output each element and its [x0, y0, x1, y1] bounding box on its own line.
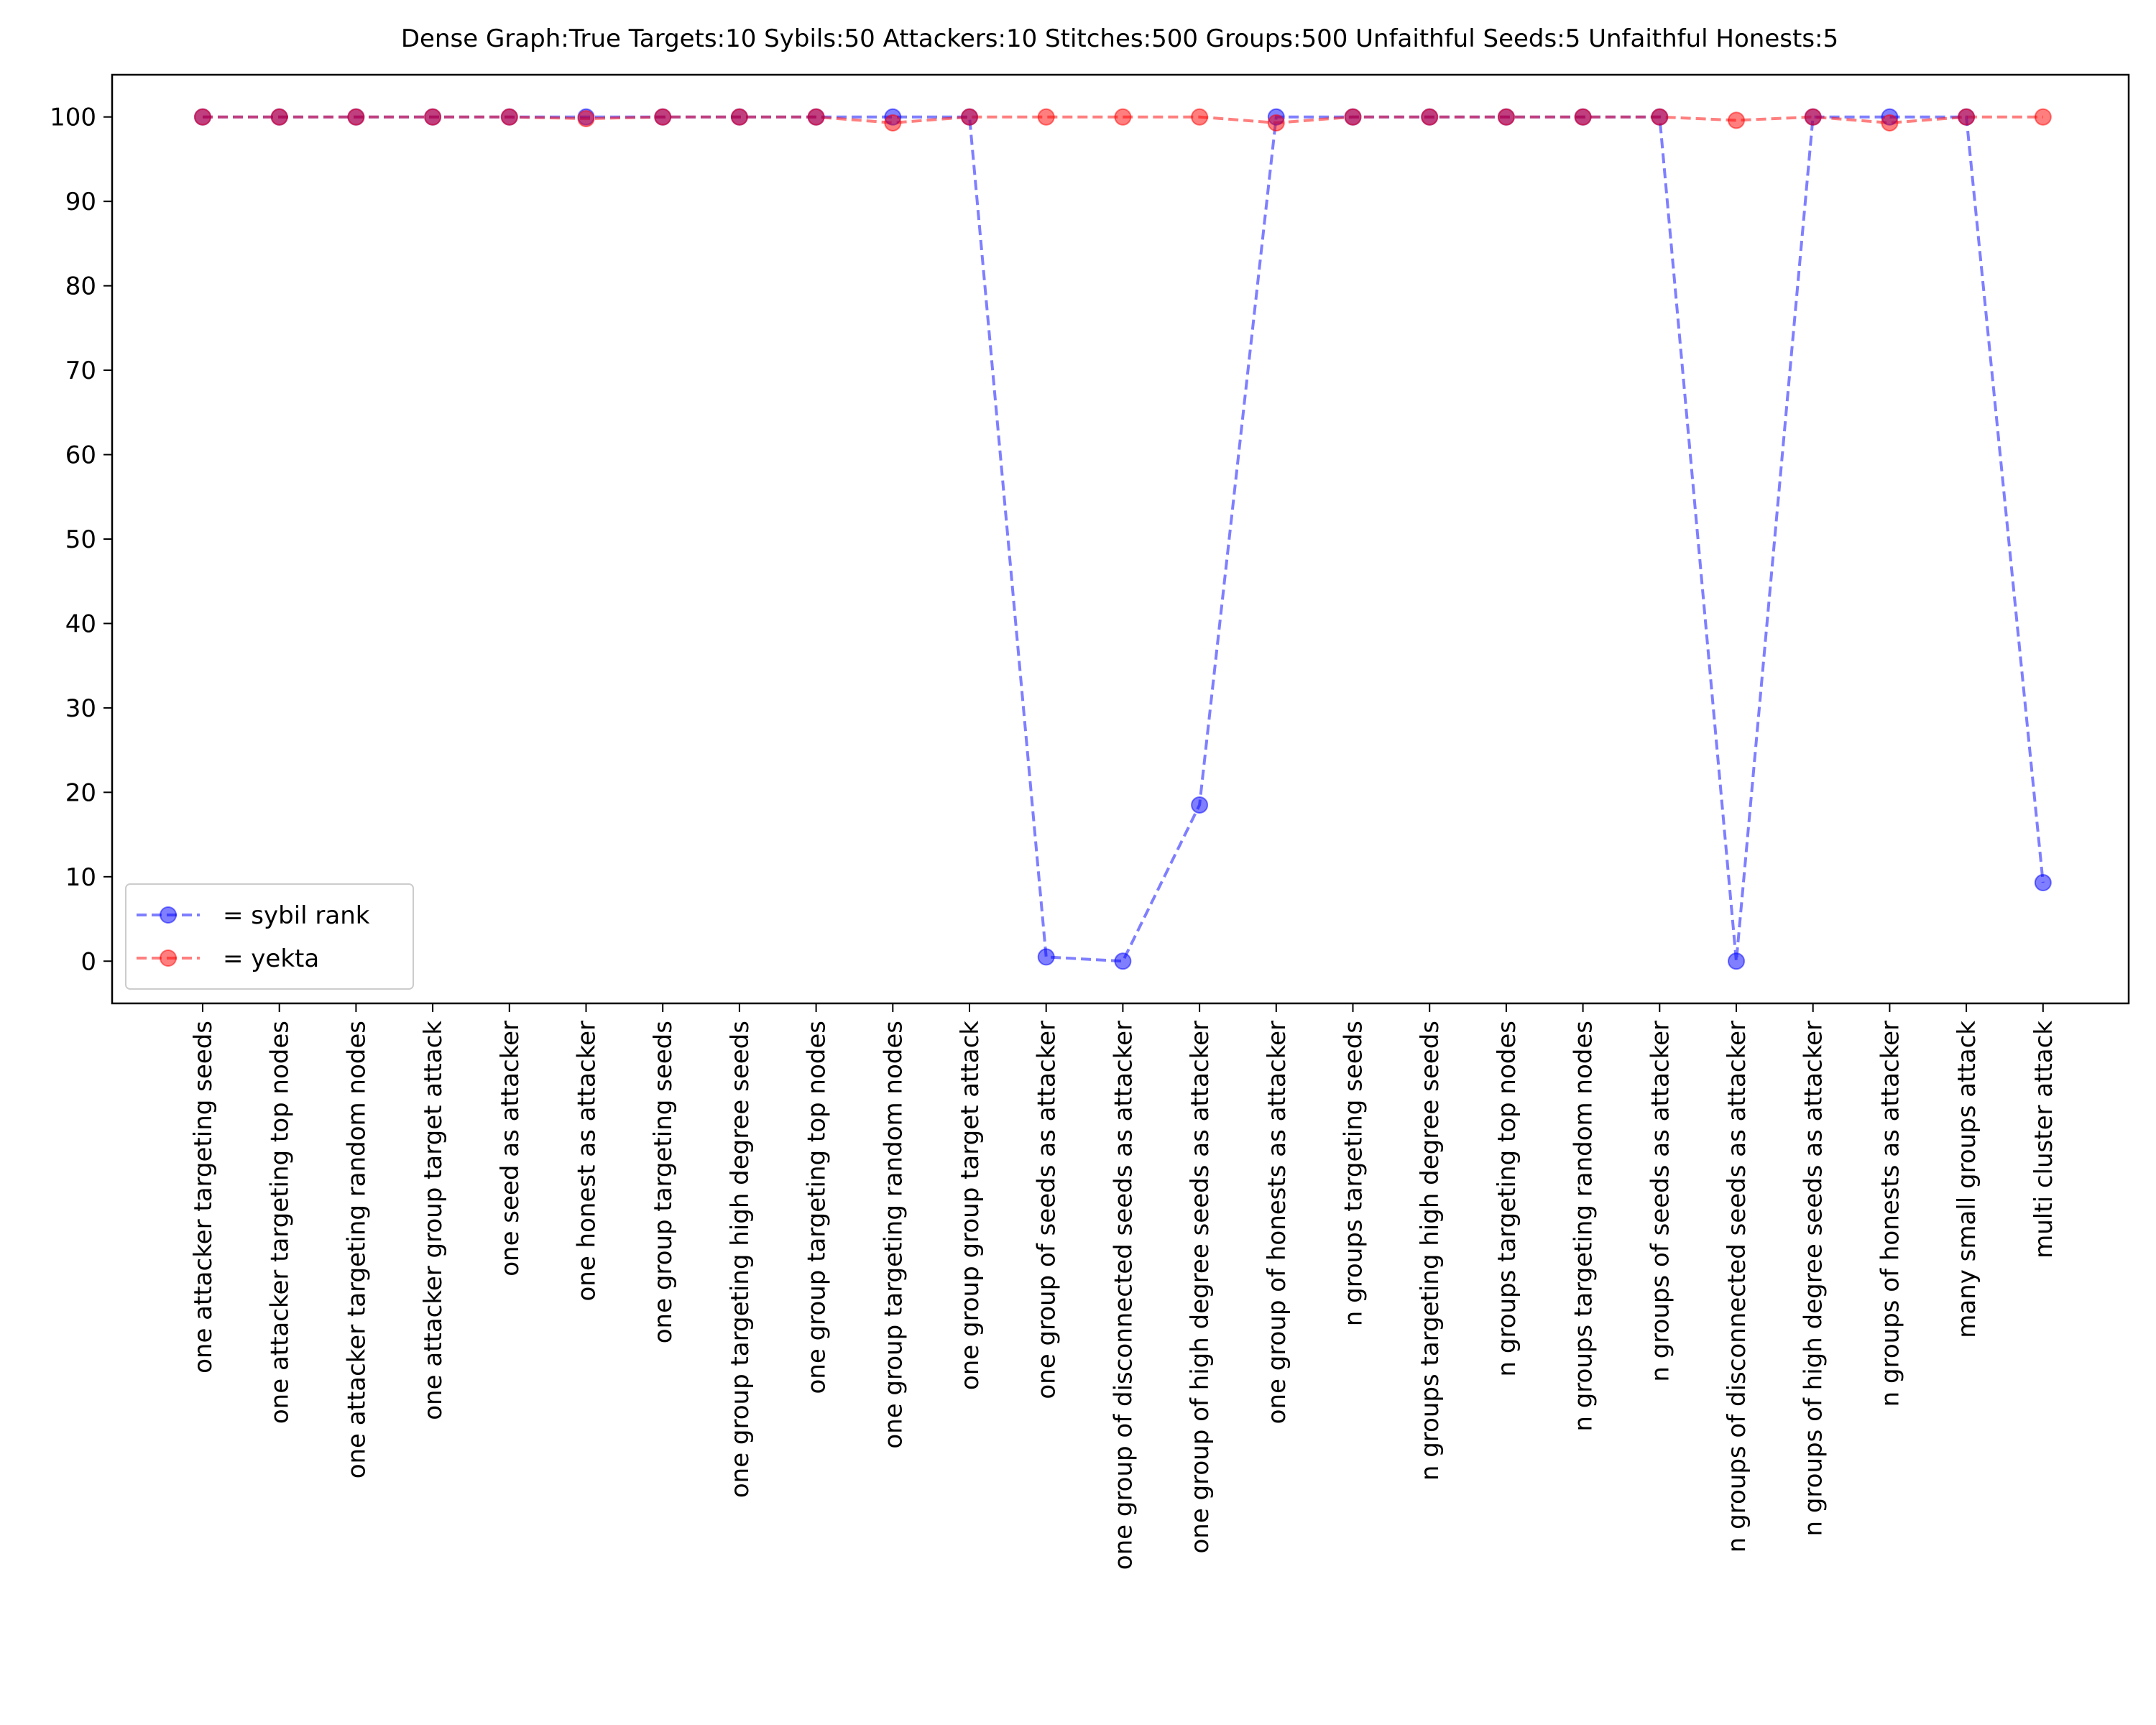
y-tick-label: 80: [65, 272, 96, 301]
x-tick-label: n groups of disconnected seeds as attack…: [1723, 1021, 1751, 1552]
data-point: [1344, 108, 1362, 126]
data-point: [500, 108, 518, 126]
x-tick-label: one attacker targeting top nodes: [266, 1021, 295, 1424]
data-point: [1958, 108, 1976, 126]
x-tick-label: one group targeting top nodes: [803, 1021, 831, 1394]
legend-box: [125, 883, 414, 990]
plot-frame: [111, 73, 2130, 1005]
y-tick-label: 60: [65, 441, 96, 470]
y-tick-label: 100: [50, 104, 96, 132]
x-tick-label: one group of disconnected seeds as attac…: [1109, 1021, 1138, 1570]
y-tick-label: 40: [65, 610, 96, 638]
data-point: [1651, 108, 1669, 126]
x-tick-label: one attacker group target attack: [419, 1021, 448, 1420]
x-tick-label: one group targeting high degree seeds: [726, 1021, 755, 1498]
x-tick-label: one seed as attacker: [496, 1021, 525, 1276]
x-axis: one attacker targeting seeds one attacker…: [189, 1003, 2058, 1570]
y-tick-label: 20: [65, 778, 96, 807]
data-point: [577, 110, 595, 128]
legend: = sybil rank = yekta: [125, 883, 414, 990]
x-tick-label: multi cluster attack: [2030, 1021, 2058, 1259]
data-point: [1267, 114, 1285, 132]
data-point: [1114, 108, 1132, 126]
y-axis: 0 10 20 30 40 50 60 70 80 90 100: [50, 104, 112, 976]
x-tick-label: n groups of high degree seeds as attacke…: [1800, 1021, 1828, 1537]
y-tick-label: 0: [80, 947, 96, 976]
data-point: [1191, 108, 1209, 126]
data-point: [1881, 114, 1899, 132]
data-point: [807, 108, 825, 126]
x-tick-label: one attacker targeting random nodes: [342, 1021, 371, 1478]
legend-marker: [160, 949, 177, 967]
data-point: [1497, 108, 1515, 126]
legend-marker: [160, 906, 177, 924]
x-tick-label: n groups of honests as attacker: [1876, 1021, 1904, 1407]
x-tick-label: one honest as attacker: [573, 1021, 602, 1302]
x-tick-label: one group group target attack: [956, 1021, 985, 1390]
data-point: [1037, 108, 1055, 126]
data-point: [1804, 108, 1822, 126]
x-tick-label: n groups targeting random nodes: [1570, 1021, 1598, 1432]
data-point: [424, 108, 442, 126]
plot-area: [194, 108, 2052, 970]
data-point: [1421, 108, 1439, 126]
x-tick-label: one group targeting seeds: [649, 1021, 678, 1343]
data-point: [654, 108, 672, 126]
data-point: [270, 108, 288, 126]
x-tick-label: n groups of seeds as attacker: [1646, 1021, 1674, 1382]
data-point: [2034, 874, 2052, 892]
y-tick-label: 30: [65, 694, 96, 723]
chart-title: Dense Graph:True Targets:10 Sybils:50 At…: [401, 24, 1838, 53]
x-tick-label: one attacker targeting seeds: [189, 1021, 218, 1374]
x-tick-label: one group of seeds as attacker: [1033, 1021, 1061, 1399]
data-point: [194, 108, 211, 126]
data-point: [1728, 952, 1745, 970]
data-point: [1114, 952, 1132, 970]
x-tick-label: n groups targeting high degree seeds: [1416, 1021, 1445, 1481]
data-point: [1728, 111, 1745, 129]
y-tick-label: 10: [65, 863, 96, 892]
y-tick-label: 90: [65, 188, 96, 216]
data-point: [884, 114, 902, 132]
x-tick-label: n groups targeting seeds: [1340, 1021, 1368, 1326]
legend-label: = yekta: [223, 944, 319, 973]
x-tick-label: many small groups attack: [1953, 1021, 1981, 1338]
y-tick-label: 50: [65, 525, 96, 554]
data-point: [2034, 108, 2052, 126]
data-point: [730, 108, 748, 126]
data-point: [1037, 948, 1055, 966]
data-point: [961, 108, 978, 126]
data-point: [1191, 796, 1209, 814]
x-tick-label: one group of high degree seeds as attack…: [1186, 1021, 1215, 1554]
data-point: [347, 108, 365, 126]
x-tick-label: one group of honests as attacker: [1263, 1021, 1291, 1424]
series-line-0: [203, 115, 2045, 963]
x-tick-label: n groups targeting top nodes: [1493, 1021, 1521, 1376]
data-point: [1574, 108, 1592, 126]
legend-label: = sybil rank: [223, 901, 370, 930]
y-tick-label: 70: [65, 356, 96, 385]
x-tick-label: one group targeting random nodes: [879, 1021, 908, 1449]
